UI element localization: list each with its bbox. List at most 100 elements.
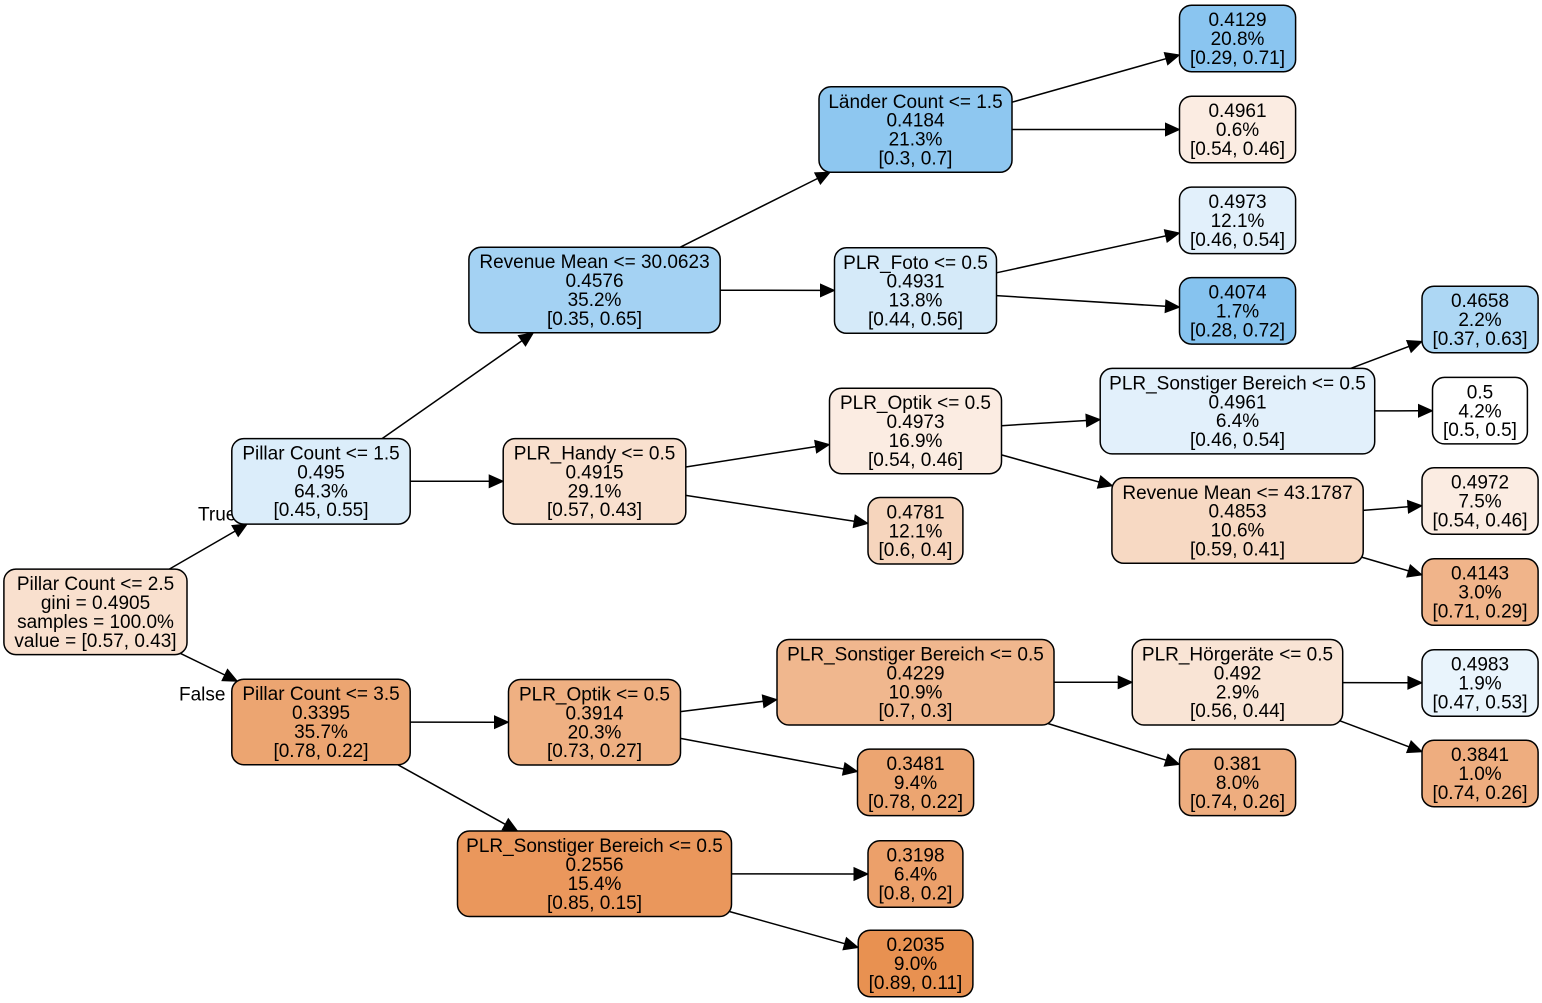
svg-text:Länder Count <= 1.5: Länder Count <= 1.5 — [828, 92, 1002, 113]
svg-text:Revenue Mean <= 43.1787: Revenue Mean <= 43.1787 — [1122, 483, 1352, 504]
svg-text:4.2%: 4.2% — [1458, 401, 1501, 422]
svg-text:21.3%: 21.3% — [889, 130, 943, 151]
svg-text:[0.73, 0.27]: [0.73, 0.27] — [547, 741, 642, 762]
svg-text:0.4931: 0.4931 — [886, 272, 944, 293]
svg-text:64.3%: 64.3% — [294, 481, 348, 502]
svg-text:9.0%: 9.0% — [894, 954, 937, 975]
svg-text:0.3914: 0.3914 — [565, 703, 624, 724]
svg-text:3.0%: 3.0% — [1458, 583, 1501, 604]
svg-text:[0.7, 0.3]: [0.7, 0.3] — [879, 701, 953, 722]
svg-text:[0.54, 0.46]: [0.54, 0.46] — [1432, 511, 1527, 532]
svg-text:2.2%: 2.2% — [1458, 310, 1501, 331]
svg-text:0.3481: 0.3481 — [886, 754, 944, 775]
svg-text:0.4853: 0.4853 — [1208, 502, 1266, 523]
svg-text:PLR_Handy <= 0.5: PLR_Handy <= 0.5 — [514, 444, 676, 465]
svg-text:0.4972: 0.4972 — [1451, 473, 1509, 494]
svg-text:Pillar Count <= 1.5: Pillar Count <= 1.5 — [242, 444, 399, 465]
svg-text:7.5%: 7.5% — [1458, 492, 1501, 513]
svg-text:Pillar Count <= 3.5: Pillar Count <= 3.5 — [242, 684, 399, 705]
svg-text:0.4074: 0.4074 — [1208, 283, 1267, 304]
svg-text:20.3%: 20.3% — [568, 722, 622, 743]
svg-text:29.1%: 29.1% — [568, 481, 622, 502]
svg-text:0.2556: 0.2556 — [565, 855, 623, 876]
svg-text:[0.3, 0.7]: [0.3, 0.7] — [879, 148, 953, 169]
svg-text:PLR_Optik <= 0.5: PLR_Optik <= 0.5 — [840, 393, 991, 414]
svg-text:35.7%: 35.7% — [294, 722, 348, 743]
svg-text:[0.74, 0.26]: [0.74, 0.26] — [1190, 792, 1285, 813]
svg-text:0.4983: 0.4983 — [1451, 655, 1509, 676]
svg-text:0.6%: 0.6% — [1216, 120, 1259, 141]
svg-text:0.4184: 0.4184 — [886, 111, 945, 132]
svg-text:0.4961: 0.4961 — [1208, 392, 1266, 413]
svg-text:[0.35, 0.65]: [0.35, 0.65] — [547, 309, 642, 330]
svg-text:PLR_Sonstiger Bereich <= 0.5: PLR_Sonstiger Bereich <= 0.5 — [787, 645, 1044, 666]
svg-text:False: False — [179, 685, 225, 706]
svg-text:35.2%: 35.2% — [568, 290, 622, 311]
svg-text:0.4576: 0.4576 — [565, 271, 623, 292]
svg-text:value = [0.57, 0.43]: value = [0.57, 0.43] — [14, 631, 176, 652]
svg-text:10.9%: 10.9% — [889, 682, 943, 703]
svg-text:gini = 0.4905: gini = 0.4905 — [41, 593, 150, 614]
svg-text:[0.57, 0.43]: [0.57, 0.43] — [547, 500, 642, 521]
svg-text:[0.37, 0.63]: [0.37, 0.63] — [1432, 329, 1527, 350]
svg-text:[0.85, 0.15]: [0.85, 0.15] — [547, 893, 642, 914]
svg-text:[0.5, 0.5]: [0.5, 0.5] — [1443, 420, 1517, 441]
svg-text:[0.71, 0.29]: [0.71, 0.29] — [1432, 602, 1527, 623]
svg-text:13.8%: 13.8% — [889, 291, 943, 312]
svg-text:0.4229: 0.4229 — [886, 663, 944, 684]
svg-text:0.2035: 0.2035 — [886, 935, 944, 956]
svg-text:[0.78, 0.22]: [0.78, 0.22] — [273, 741, 368, 762]
svg-text:0.381: 0.381 — [1214, 754, 1262, 775]
svg-text:1.7%: 1.7% — [1216, 301, 1259, 322]
svg-text:[0.46, 0.54]: [0.46, 0.54] — [1190, 230, 1285, 251]
svg-text:PLR_Sonstiger Bereich <= 0.5: PLR_Sonstiger Bereich <= 0.5 — [466, 836, 723, 857]
svg-text:1.0%: 1.0% — [1458, 764, 1501, 785]
svg-text:1.9%: 1.9% — [1458, 674, 1501, 695]
svg-text:PLR_Optik <= 0.5: PLR_Optik <= 0.5 — [519, 685, 670, 706]
svg-text:0.492: 0.492 — [1214, 663, 1262, 684]
svg-text:12.1%: 12.1% — [1211, 211, 1265, 232]
svg-text:16.9%: 16.9% — [889, 431, 943, 452]
svg-text:8.0%: 8.0% — [1216, 773, 1259, 794]
svg-text:[0.46, 0.54]: [0.46, 0.54] — [1190, 430, 1285, 451]
svg-text:[0.74, 0.26]: [0.74, 0.26] — [1432, 783, 1527, 804]
svg-text:10.6%: 10.6% — [1211, 521, 1265, 542]
svg-text:[0.28, 0.72]: [0.28, 0.72] — [1190, 320, 1285, 341]
svg-text:[0.59, 0.41]: [0.59, 0.41] — [1190, 540, 1285, 561]
svg-text:0.4658: 0.4658 — [1451, 291, 1509, 312]
svg-text:[0.54, 0.46]: [0.54, 0.46] — [1190, 139, 1285, 160]
svg-text:0.4143: 0.4143 — [1451, 564, 1509, 585]
svg-text:6.4%: 6.4% — [894, 865, 937, 886]
svg-text:Revenue Mean <= 30.0623: Revenue Mean <= 30.0623 — [479, 252, 709, 273]
svg-text:12.1%: 12.1% — [889, 521, 943, 542]
svg-text:Pillar Count <= 2.5: Pillar Count <= 2.5 — [17, 574, 174, 595]
svg-text:[0.29, 0.71]: [0.29, 0.71] — [1190, 48, 1285, 69]
svg-text:0.3395: 0.3395 — [292, 703, 350, 724]
svg-text:samples = 100.0%: samples = 100.0% — [17, 612, 174, 633]
svg-text:[0.47, 0.53]: [0.47, 0.53] — [1432, 693, 1527, 714]
svg-text:0.4973: 0.4973 — [1208, 192, 1266, 213]
svg-text:9.4%: 9.4% — [894, 773, 937, 794]
svg-text:[0.45, 0.55]: [0.45, 0.55] — [273, 500, 368, 521]
svg-text:0.4961: 0.4961 — [1208, 101, 1266, 122]
svg-text:[0.89, 0.11]: [0.89, 0.11] — [869, 973, 963, 994]
svg-text:PLR_Hörgeräte <= 0.5: PLR_Hörgeräte <= 0.5 — [1142, 645, 1333, 666]
svg-text:0.4781: 0.4781 — [886, 503, 944, 524]
svg-text:0.4129: 0.4129 — [1208, 10, 1266, 31]
svg-text:[0.8, 0.2]: [0.8, 0.2] — [879, 884, 953, 905]
svg-text:0.3841: 0.3841 — [1451, 745, 1509, 766]
svg-text:True: True — [198, 505, 236, 526]
svg-text:15.4%: 15.4% — [568, 874, 622, 895]
svg-text:6.4%: 6.4% — [1216, 411, 1259, 432]
svg-text:0.495: 0.495 — [297, 463, 345, 484]
svg-text:[0.78, 0.22]: [0.78, 0.22] — [868, 792, 963, 813]
svg-text:0.3198: 0.3198 — [886, 846, 944, 867]
svg-text:[0.54, 0.46]: [0.54, 0.46] — [868, 450, 963, 471]
svg-text:[0.6, 0.4]: [0.6, 0.4] — [879, 540, 953, 561]
svg-text:20.8%: 20.8% — [1211, 29, 1265, 50]
svg-text:2.9%: 2.9% — [1216, 682, 1259, 703]
svg-text:[0.56, 0.44]: [0.56, 0.44] — [1190, 701, 1285, 722]
svg-text:PLR_Foto <= 0.5: PLR_Foto <= 0.5 — [843, 253, 988, 274]
svg-text:PLR_Sonstiger Bereich <= 0.5: PLR_Sonstiger Bereich <= 0.5 — [1109, 373, 1366, 394]
svg-text:[0.44, 0.56]: [0.44, 0.56] — [868, 310, 963, 331]
